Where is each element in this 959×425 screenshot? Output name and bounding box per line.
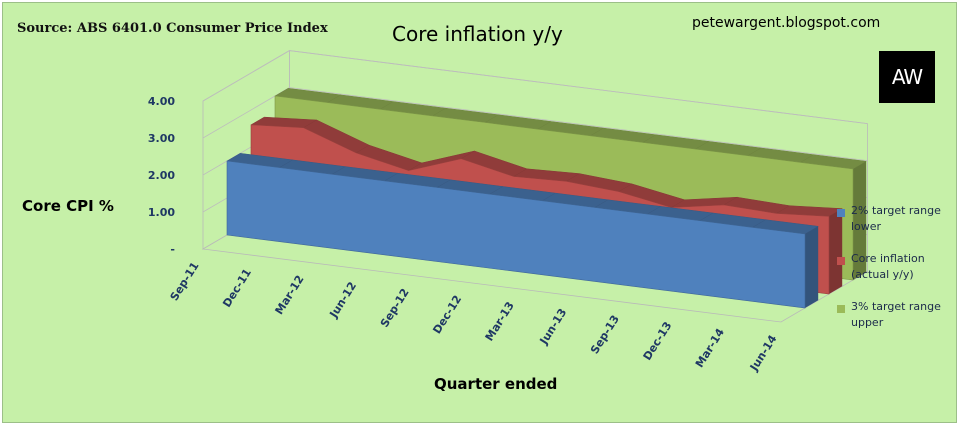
y-tick-label: 1.00	[148, 206, 175, 219]
y-tick-label: 2.00	[148, 169, 175, 182]
x-tick-label: Jun-14	[747, 332, 780, 374]
series-0	[226, 153, 819, 309]
gridline	[202, 87, 868, 161]
area-end-cap	[853, 161, 867, 280]
blog-url: petewargent.blogspot.com	[692, 15, 881, 31]
legend: 2% target range lower Core inflation (act…	[837, 203, 955, 347]
x-tick-label: Jun-13	[537, 306, 570, 347]
x-tick-label: Mar-14	[693, 326, 727, 370]
x-tick-label: Sep-11	[168, 260, 202, 303]
legend-item: Core inflation (actual y/y)	[837, 251, 955, 299]
chart-plot: - 1.00 2.00 3.00 4.00 Sep-11 Dec-11 Mar-12 Jun-…	[148, 49, 869, 374]
x-tick-label: Dec-12	[430, 293, 464, 336]
y-tick-label: 3.00	[148, 132, 175, 145]
legend-swatch	[837, 257, 845, 265]
x-axis-label: Quarter ended	[434, 375, 558, 393]
y-axis-label: Core CPI %	[22, 197, 114, 215]
area-end-cap	[829, 208, 843, 294]
legend-item: 2% target range lower	[837, 203, 955, 251]
x-tick-label: Sep-13	[588, 313, 622, 356]
source-note: Source: ABS 6401.0 Consumer Price Index	[17, 21, 328, 36]
y-tick-label: -	[170, 243, 175, 256]
series-areas	[226, 88, 867, 309]
x-tick-label: Sep-12	[378, 286, 412, 329]
y-tick-label: 4.00	[148, 95, 175, 108]
gridline	[202, 50, 868, 124]
legend-item: 3% target range upper	[837, 299, 955, 347]
legend-swatch	[837, 305, 845, 313]
legend-label: 2% target range lower	[851, 204, 941, 233]
legend-swatch	[837, 209, 845, 217]
area-face	[226, 160, 806, 309]
x-tick-label: Jun-12	[327, 280, 360, 321]
x-tick-label: Mar-12	[272, 273, 306, 317]
aw-logo: AW	[879, 51, 935, 103]
legend-label: 3% target range upper	[851, 300, 941, 329]
x-tick-label: Dec-11	[220, 266, 254, 309]
x-tick-label: Dec-13	[641, 319, 675, 362]
chart-title: Core inflation y/y	[392, 22, 563, 46]
area-end-cap	[805, 226, 819, 308]
legend-label: Core inflation (actual y/y)	[851, 252, 925, 281]
x-tick-label: Mar-13	[483, 300, 517, 344]
y-tick-labels: - 1.00 2.00 3.00 4.00	[148, 95, 175, 256]
